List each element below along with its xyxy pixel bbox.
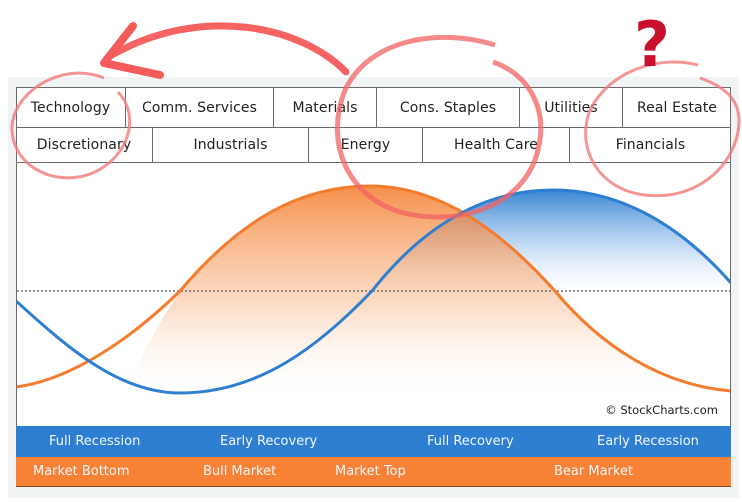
copyright-label: © StockCharts.com bbox=[605, 403, 718, 417]
sector-financials: Financials bbox=[569, 128, 731, 162]
phase-bull-market: Bull Market bbox=[203, 464, 277, 479]
market-phase-bar: Market Bottom Bull Market Market Top Bea… bbox=[16, 457, 731, 487]
sector-energy: Energy bbox=[308, 128, 422, 162]
phase-full-recession: Full Recession bbox=[49, 434, 141, 449]
sector-materials: Materials bbox=[273, 88, 376, 128]
sector-industrials: Industrials bbox=[152, 128, 308, 162]
market-curve-fill bbox=[120, 186, 730, 400]
sector-cons-staples: Cons. Staples bbox=[376, 88, 519, 128]
sector-utilities: Utilities bbox=[519, 88, 622, 128]
phase-market-bottom: Market Bottom bbox=[33, 464, 130, 479]
sector-health-care: Health Care bbox=[422, 128, 569, 162]
sector-discretionary: Discretionary bbox=[36, 137, 132, 153]
economy-curve bbox=[17, 188, 730, 395]
phase-early-recovery: Early Recovery bbox=[220, 434, 318, 449]
phase-market-top: Market Top bbox=[335, 464, 406, 479]
sector-technology: Technology bbox=[30, 100, 111, 116]
phase-bear-market: Bear Market bbox=[554, 464, 634, 479]
sector-row-1: Technology Comm. Services Materials Cons… bbox=[16, 87, 731, 128]
sector-row-2: Discretionary Industrials Energy Health … bbox=[16, 127, 731, 163]
phase-full-recovery: Full Recovery bbox=[427, 434, 514, 449]
sector-real-estate: Real Estate bbox=[622, 88, 731, 128]
question-mark-icon: ? bbox=[634, 8, 670, 81]
economy-phase-bar: Full Recession Early Recovery Full Recov… bbox=[16, 426, 731, 457]
phase-early-recession: Early Recession bbox=[597, 434, 699, 449]
sector-comm-services: Comm. Services bbox=[125, 88, 273, 128]
